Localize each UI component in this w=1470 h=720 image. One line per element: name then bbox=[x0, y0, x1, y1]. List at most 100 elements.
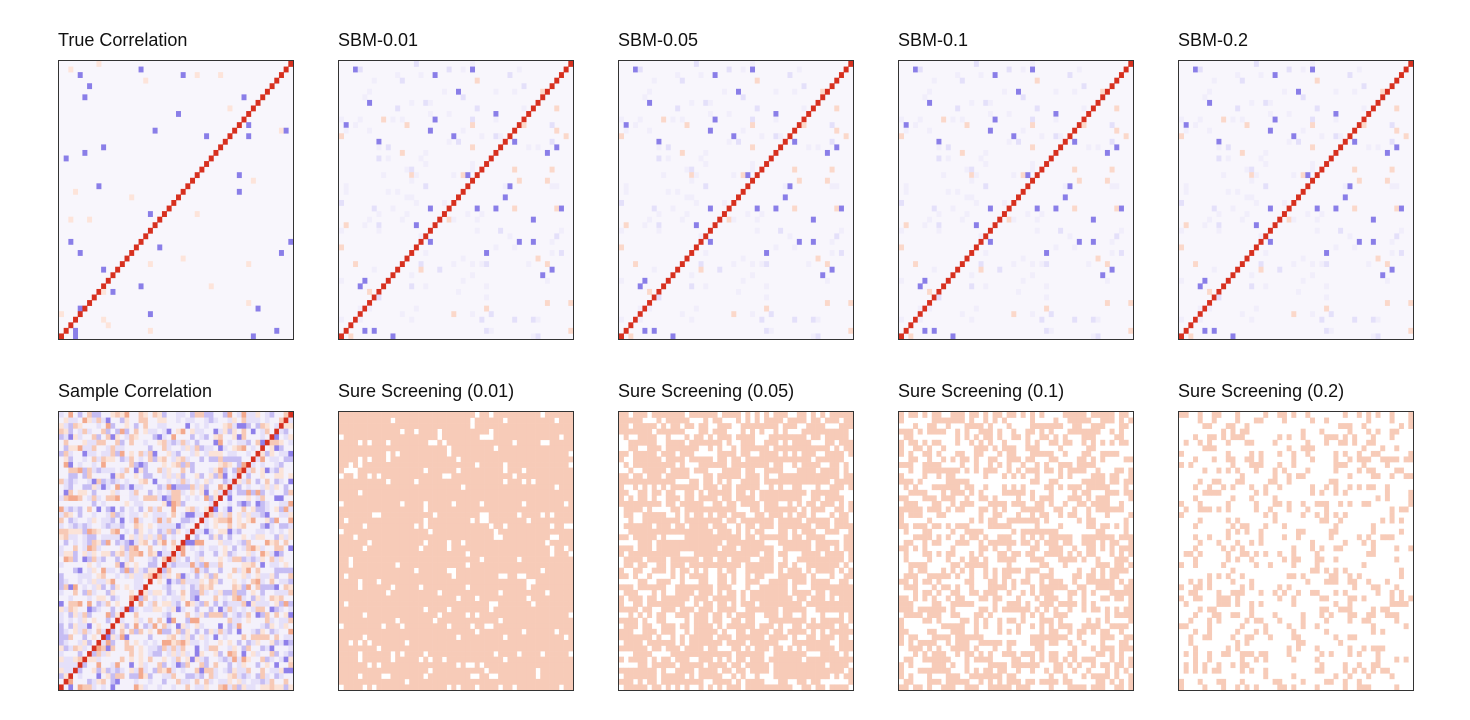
heatmap-cell bbox=[222, 495, 228, 502]
heatmap-cell bbox=[512, 528, 518, 535]
heatmap-cell bbox=[1221, 116, 1227, 123]
heatmap-cell bbox=[124, 500, 130, 507]
heatmap-cell bbox=[218, 651, 224, 657]
heatmap-cell bbox=[208, 439, 214, 446]
heatmap-cell bbox=[199, 684, 205, 690]
heatmap-cell bbox=[161, 645, 167, 652]
heatmap-cell bbox=[176, 462, 181, 468]
heatmap-cell bbox=[185, 656, 191, 663]
heatmap-cell bbox=[423, 423, 429, 429]
heatmap-cell bbox=[773, 244, 779, 251]
heatmap-cell bbox=[484, 545, 490, 552]
heatmap-cell bbox=[213, 528, 219, 535]
heatmap-cell bbox=[1333, 244, 1339, 251]
heatmap-cell bbox=[138, 512, 144, 518]
heatmap-cell bbox=[274, 562, 280, 568]
heatmap-cell bbox=[507, 467, 513, 474]
heatmap-cell bbox=[176, 673, 181, 680]
diagonal-cell bbox=[1389, 83, 1395, 90]
diagonal-cell bbox=[526, 111, 532, 117]
heatmap-cell bbox=[143, 423, 149, 429]
heatmap-cell bbox=[451, 467, 457, 474]
heatmap-cell bbox=[512, 412, 518, 418]
heatmap-cell bbox=[437, 462, 443, 468]
heatmap-cell bbox=[474, 205, 480, 212]
heatmap-cell bbox=[77, 417, 83, 424]
heatmap-cell bbox=[441, 556, 447, 563]
heatmap-cell bbox=[208, 567, 214, 574]
heatmap-cell bbox=[665, 155, 671, 162]
heatmap-cell bbox=[498, 412, 504, 418]
heatmap-cell bbox=[1034, 105, 1040, 112]
heatmap-cell bbox=[829, 166, 835, 173]
diagonal-cell bbox=[59, 684, 64, 690]
heatmap-cell bbox=[218, 484, 224, 491]
heatmap-cell bbox=[236, 651, 242, 657]
heatmap-cell bbox=[1072, 205, 1078, 212]
heatmap-cell bbox=[423, 412, 429, 418]
heatmap-cell bbox=[778, 227, 784, 234]
heatmap-cell bbox=[157, 556, 163, 563]
diagonal-cell bbox=[717, 216, 723, 223]
heatmap-cell bbox=[250, 523, 256, 530]
heatmap-cell bbox=[390, 467, 396, 474]
heatmap-cell bbox=[530, 567, 536, 574]
heatmap-cell bbox=[68, 573, 74, 580]
heatmap-cell bbox=[208, 601, 214, 607]
heatmap-cell bbox=[82, 612, 88, 619]
heatmap-cell bbox=[241, 578, 247, 585]
heatmap-cell bbox=[619, 227, 624, 234]
heatmap-cell bbox=[101, 606, 107, 613]
heatmap-cell bbox=[236, 512, 242, 518]
heatmap-cell bbox=[507, 439, 513, 446]
heatmap-cell bbox=[437, 506, 443, 513]
heatmap-cell bbox=[124, 601, 130, 607]
heatmap-cell bbox=[362, 478, 368, 485]
heatmap-cell bbox=[260, 562, 266, 568]
heatmap-cell bbox=[194, 612, 200, 619]
heatmap-cell bbox=[283, 573, 289, 580]
heatmap-cell bbox=[222, 595, 228, 602]
heatmap-cell bbox=[166, 634, 172, 641]
heatmap-cell bbox=[1253, 172, 1259, 179]
heatmap-cell bbox=[115, 489, 121, 496]
heatmap-cell bbox=[222, 517, 228, 524]
heatmap-cell bbox=[404, 567, 410, 574]
heatmap-cell bbox=[119, 473, 125, 480]
heatmap-cell bbox=[829, 122, 835, 129]
heatmap-cell bbox=[745, 211, 751, 217]
heatmap-cell bbox=[348, 478, 354, 485]
heatmap-cell bbox=[87, 678, 93, 685]
heatmap-cell bbox=[255, 539, 261, 546]
heatmap-cell bbox=[82, 567, 88, 574]
heatmap-cell bbox=[269, 651, 275, 657]
heatmap-cell bbox=[288, 578, 293, 585]
heatmap-cell bbox=[474, 227, 480, 234]
heatmap-cell bbox=[488, 439, 494, 446]
heatmap-cell bbox=[77, 601, 83, 607]
heatmap-cell bbox=[502, 528, 508, 535]
heatmap-cell bbox=[213, 434, 219, 441]
heatmap-cell bbox=[283, 473, 289, 480]
diagonal-cell bbox=[1095, 99, 1101, 106]
heatmap-cell bbox=[246, 539, 252, 546]
heatmap-cell bbox=[264, 478, 270, 485]
heatmap-cell bbox=[1356, 238, 1362, 245]
heatmap-cell bbox=[143, 545, 149, 552]
diagonal-cell bbox=[1296, 194, 1301, 201]
heatmap-cell bbox=[526, 445, 532, 452]
heatmap-cell bbox=[1305, 172, 1311, 179]
heatmap-cell bbox=[157, 467, 163, 474]
heatmap-cell bbox=[232, 545, 238, 552]
heatmap-cell bbox=[446, 489, 452, 496]
heatmap-cell bbox=[255, 512, 261, 518]
diagonal-cell bbox=[208, 506, 214, 513]
heatmap-cell bbox=[465, 434, 471, 441]
heatmap-cell bbox=[1244, 211, 1250, 217]
heatmap-cell bbox=[941, 116, 947, 123]
heatmap-cell bbox=[283, 456, 289, 463]
heatmap-cell bbox=[166, 678, 172, 685]
heatmap-cell bbox=[1020, 277, 1026, 284]
heatmap-cell bbox=[73, 478, 79, 485]
heatmap-cell bbox=[390, 528, 396, 535]
